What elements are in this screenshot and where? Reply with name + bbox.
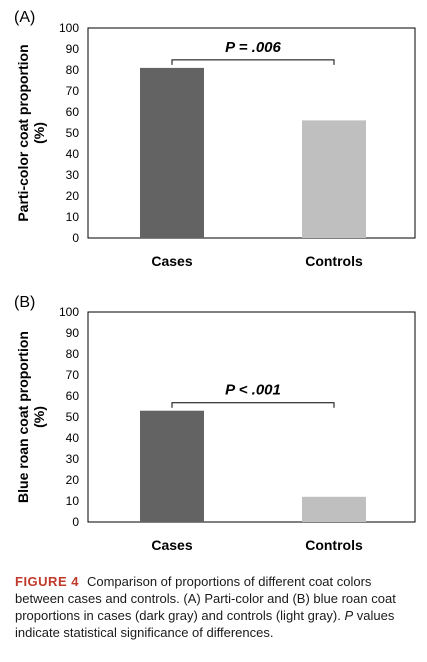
y-tick-label: 10	[66, 210, 80, 224]
category-label: Cases	[151, 537, 192, 553]
y-tick-label: 50	[66, 410, 80, 424]
y-axis-label: Parti-color coat proportion	[15, 44, 31, 221]
y-tick-label: 40	[66, 431, 80, 445]
bar-cases	[140, 410, 204, 522]
caption-p-italic: P	[344, 608, 354, 623]
y-tick-label: 60	[66, 389, 80, 403]
y-tick-label: 70	[66, 368, 80, 382]
y-tick-label: 70	[66, 84, 80, 98]
y-axis-label: Blue roan coat proportion	[15, 331, 31, 503]
y-tick-label: 30	[66, 452, 80, 466]
category-label: Cases	[151, 253, 192, 269]
y-tick-label: 80	[66, 63, 80, 77]
y-tick-label: 60	[66, 105, 80, 119]
y-tick-label: 100	[59, 21, 79, 35]
caption-text: Comparison of proportions of different c…	[15, 574, 396, 623]
bar-controls	[302, 120, 366, 238]
y-axis-unit: (%)	[31, 122, 47, 144]
bar-cases	[140, 67, 204, 239]
chart-panel-0: (A) 0 10 20 30 40 50 60 70 80 90 100 Parti-color coa…	[14, 9, 416, 269]
category-label: Controls	[305, 537, 363, 553]
y-tick-label: 40	[66, 147, 80, 161]
figure-label: FIGURE 4	[15, 574, 79, 589]
y-tick-label: 90	[66, 42, 80, 56]
y-tick-label: 90	[66, 326, 80, 340]
y-tick-label: 20	[66, 189, 80, 203]
figure-caption: FIGURE 4 Comparison of proportions of dif…	[15, 573, 415, 641]
y-tick-label: 50	[66, 126, 80, 140]
chart-panel-1: (B) 0 10 20 30 40 50 60 70 80 90 100 Blue roan coat …	[14, 294, 416, 553]
significance-bracket	[171, 402, 335, 408]
y-tick-label: 10	[66, 494, 80, 508]
y-tick-label: 80	[66, 347, 80, 361]
y-tick-label: 30	[66, 168, 80, 182]
panel-label: (B)	[14, 294, 35, 311]
caption-text-end: values indicate statistical significance…	[15, 608, 395, 640]
plot-frame	[87, 311, 416, 523]
p-value-annotation: P = .006	[225, 39, 281, 56]
y-axis-unit: (%)	[31, 406, 47, 428]
significance-bracket	[171, 59, 335, 65]
y-tick-label: 100	[59, 305, 79, 319]
plot-frame	[87, 27, 416, 239]
p-value-annotation: P < .001	[225, 382, 281, 399]
y-tick-label: 20	[66, 473, 80, 487]
y-tick-label: 0	[72, 515, 79, 529]
panel-label: (A)	[14, 9, 35, 26]
bar-controls	[302, 496, 366, 522]
category-label: Controls	[305, 253, 363, 269]
y-tick-label: 0	[72, 231, 79, 245]
